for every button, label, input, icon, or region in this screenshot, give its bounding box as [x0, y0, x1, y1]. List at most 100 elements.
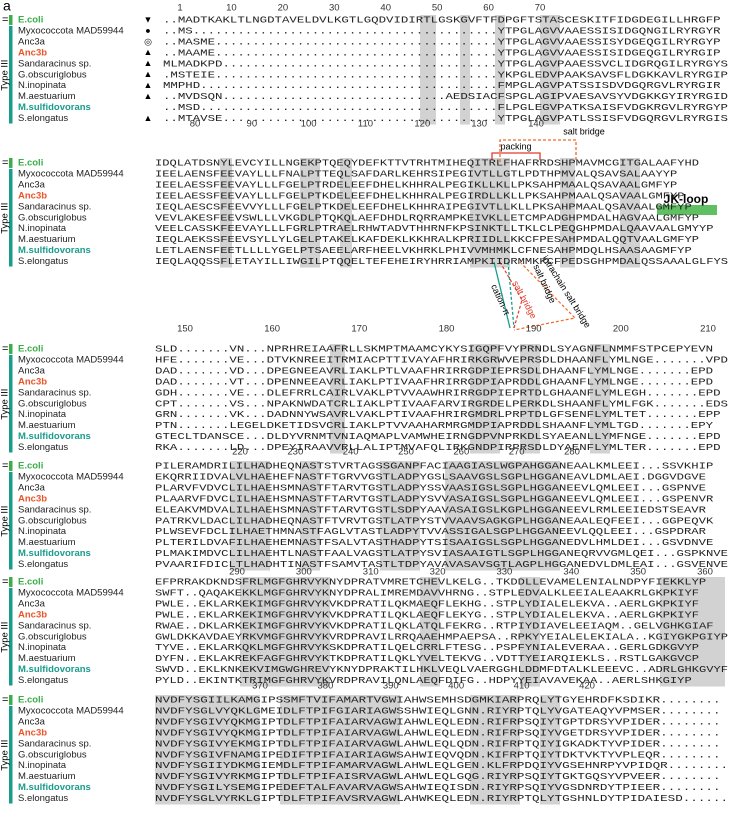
- sequence: IEELAESSFEEVAYLLLFGELPTRDELEEFDHELKHHRAL…: [155, 179, 678, 190]
- sequence: PVAARIFDICLTLHADHTINASTFSAMVTASTLTDPYAVA…: [155, 559, 728, 570]
- species-name: G.obscuriglobus: [18, 515, 87, 526]
- salt-bridge-box: [499, 139, 577, 162]
- species-name: Sandaracinus sp.: [18, 738, 91, 749]
- panel-label: a: [3, 0, 11, 14]
- ruler-number: 170: [351, 324, 367, 335]
- species-name: Sandaracinus sp.: [18, 620, 91, 631]
- species-name: G.obscuriglobus: [18, 398, 87, 409]
- species-name: N.inopinata: [18, 642, 67, 653]
- species-marker: ◎: [144, 36, 152, 46]
- ruler-number: 90: [247, 119, 258, 130]
- sequence: ..MVDSQN..............................AE…: [163, 91, 728, 102]
- species-name: S.elongatus: [18, 793, 68, 804]
- sequence: NVDFYSGIIYDKMGIEMDLFTPIFAMARVAGWLAHWLEQL…: [155, 760, 728, 771]
- sequence: NVDFYSGLVYQKLGMEIDLFTPIFGIARIAGWSSHWIEQL…: [155, 705, 721, 716]
- species-name: Anc3b: [18, 47, 47, 58]
- species-marker: ▲: [144, 80, 153, 90]
- species-name: M.aestuarium: [18, 234, 76, 245]
- column-shade: [540, 695, 560, 805]
- species-name: M.aestuarium: [18, 420, 76, 431]
- cation-pi-line: [493, 261, 511, 329]
- ruler-number: 340: [563, 567, 579, 578]
- group-label: Type III: [0, 506, 11, 537]
- species-name: Myxococcota MAD59944: [18, 471, 124, 482]
- sequence: IEELAESSFEEVAYLLLFGELPTKDELEEFDHELKHHRAL…: [155, 190, 685, 201]
- sequence: PILERAMDRILILHADHEQNASTSTVRTAGSSGANPFACI…: [155, 461, 714, 472]
- species-name: M.sulfidovorans: [18, 102, 91, 113]
- reference-marker: =: [2, 14, 8, 26]
- species-name: E.coli: [18, 344, 43, 355]
- sequence: PLWSEVFDCLILHAETHMNASTFAGLVTASTLADPYTVVA…: [155, 526, 706, 537]
- ruler-number: 400: [448, 681, 464, 692]
- alignment-block: 220 230 240 250 260 270 280 = Type III E.coli PILE…: [0, 447, 728, 571]
- column-shade: [460, 15, 470, 125]
- species-name: Anc3b: [18, 190, 47, 201]
- sequence: PWLE..EKLARKEKIMGFGHRVYKVKDPRATILQKLAEQF…: [155, 609, 699, 620]
- ruler-number: 290: [229, 567, 245, 578]
- species-marker: ▼: [144, 14, 153, 24]
- species-name: Sandaracinus sp.: [18, 387, 91, 398]
- species-name: S.elongatus: [18, 256, 68, 267]
- column-shade: [420, 577, 440, 687]
- species-name: Myxococcota MAD59944: [18, 354, 124, 365]
- sequence: PATRKVLDACLILHADHEQNASTFTVRVTGSTLATPYSTV…: [155, 515, 714, 526]
- species-name: M.sulfidovorans: [18, 548, 91, 559]
- species-marker: ▲: [144, 113, 153, 123]
- species-name: Anc3b: [18, 727, 47, 738]
- ruler-number: 30: [329, 3, 340, 14]
- species-name: Anc3b: [18, 609, 47, 620]
- ruler-number: 40: [380, 3, 391, 14]
- species-name: Sandaracinus sp.: [18, 58, 91, 69]
- species-name: G.obscuriglobus: [18, 749, 87, 760]
- column-shade: [495, 15, 505, 125]
- column-shade: [155, 695, 260, 805]
- sequence: ..MASME.................................…: [163, 36, 721, 47]
- column-shade: [445, 461, 560, 571]
- ruler-number: 10: [226, 3, 237, 14]
- column-shade: [470, 695, 520, 805]
- sequence: IDQLATDSNYLEVCYILLNGEKPTQEQYDEFKTTVTRHTM…: [155, 158, 699, 169]
- species-name: E.coli: [18, 158, 43, 169]
- column-shade: [520, 577, 540, 687]
- ruler-number: 20: [278, 3, 289, 14]
- reference-bar: [9, 695, 13, 705]
- group-bar: [9, 168, 13, 267]
- group-label: Type III: [0, 60, 11, 91]
- sequence: NVDFYSGIVFNAMGIPEDIFTPIFAIARIAGWSAHWIEQV…: [155, 749, 721, 760]
- sequence: PYLD..EKINTKTRIMGFGHRVYKVRDPRAVILQNLAEQF…: [155, 675, 692, 686]
- species-name: G.obscuriglobus: [18, 212, 87, 223]
- ruler-number: 390: [383, 681, 399, 692]
- ruler-number: 120: [414, 119, 430, 130]
- species-name: S.elongatus: [18, 442, 68, 453]
- species-name: M.sulfidovorans: [18, 245, 91, 256]
- ruler-number: 190: [526, 324, 542, 335]
- column-shade: [470, 344, 500, 454]
- sequence: NVDFYSGIILKAMGIPSSMFTVIFAMARTVGWIAHWSEMH…: [155, 695, 721, 706]
- jk-loop-box: [657, 205, 717, 215]
- sequence: IEELAENSFEEVAYLLLFNALPTTEQLSAFDARLKEHRSI…: [155, 168, 678, 179]
- species-name: N.inopinata: [18, 223, 67, 234]
- ruler-number: 100: [301, 119, 317, 130]
- ruler-number: 70: [535, 3, 546, 14]
- sequence: TYVE..EKLARKQKLMGFGHRVYKSKDPRATILQELCRRL…: [155, 642, 699, 653]
- sequence: SWFT..QAQAKEKKLMGFGHRVYKNYDPRALIMREMDAVV…: [155, 587, 699, 598]
- column-shade: [230, 461, 270, 571]
- column-shade: [380, 461, 420, 571]
- species-name: N.inopinata: [18, 526, 67, 537]
- column-shade: [240, 577, 330, 687]
- species-name: Anc3a: [18, 179, 46, 190]
- sequence: DAD.......VT...DPENNEEAVRLIAKLPTIVAAFHRI…: [155, 376, 713, 387]
- reference-marker: =: [2, 157, 8, 169]
- column-shade: [420, 15, 436, 125]
- group-bar: [9, 471, 13, 570]
- reference-bar: [9, 461, 13, 471]
- sequence: ELEAKVMDVALILHAEHSMNASTFTARVTGSTLSDPYAAV…: [155, 504, 706, 515]
- species-name: E.coli: [18, 577, 43, 588]
- species-marker: ▲: [144, 58, 153, 68]
- sequence: PLAARVFDVCLILHAEHSMNASTFTARVTGSTLADPYSVV…: [155, 493, 714, 504]
- species-marker: ▲: [144, 47, 153, 57]
- column-shade: [660, 577, 725, 687]
